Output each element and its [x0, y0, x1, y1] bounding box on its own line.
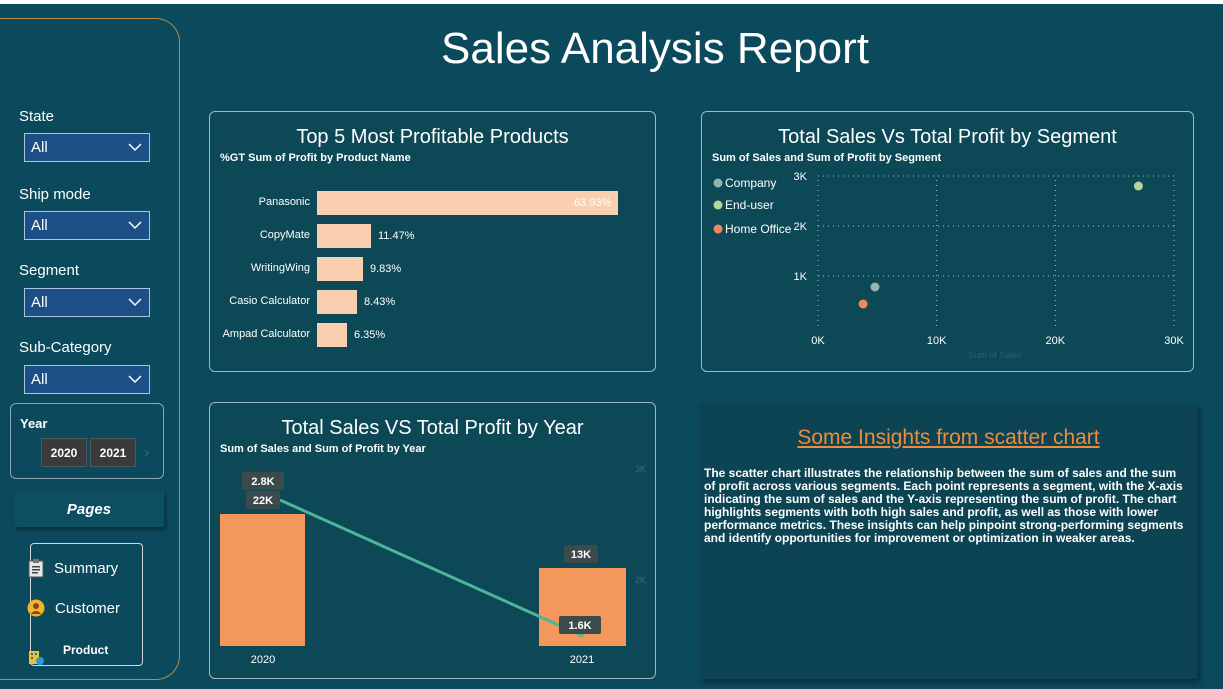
- legend-home-office: Home Office: [725, 222, 792, 236]
- scatter-x-axis-title: Sum of Sales: [968, 350, 1022, 360]
- legend-home-office-marker: [713, 224, 723, 234]
- profit-label-2021-bg: [559, 616, 601, 634]
- year-2020-button[interactable]: 2020: [41, 438, 87, 467]
- bar-category-label: CopyMate: [259, 229, 310, 241]
- segment-select-value: All: [31, 294, 48, 311]
- legend-end-user-marker: [713, 200, 723, 210]
- ship-mode-filter-label: Ship mode: [19, 186, 91, 203]
- scatter-x-tick: 30K: [1164, 335, 1184, 347]
- chevron-down-icon: [128, 375, 142, 384]
- profit-label-2020-bg: [242, 472, 284, 490]
- state-filter-label: State: [19, 108, 55, 125]
- ship-mode-select[interactable]: All: [24, 211, 150, 240]
- year-chart-title: Total Sales VS Total Profit by Year: [281, 417, 584, 439]
- nav-summary[interactable]: Summary: [27, 558, 118, 578]
- sub-category-select-value: All: [31, 371, 48, 388]
- chevron-down-icon: [128, 221, 142, 230]
- sales-bar-2020[interactable]: [220, 514, 305, 646]
- scatter-point-company[interactable]: [870, 282, 880, 292]
- scatter-subtitle: Sum of Sales and Sum of Profit by Segmen…: [712, 152, 942, 164]
- scatter-y-tick: 3K: [794, 171, 808, 183]
- year-x-tick: 2020: [251, 654, 275, 666]
- nav-customer-label: Customer: [55, 599, 121, 617]
- scatter-legend: Company End-user Home Office: [713, 176, 792, 236]
- year-chart-subtitle: Sum of Sales and Sum of Profit by Year: [220, 443, 426, 455]
- bar-ampad-calculator[interactable]: [317, 323, 347, 347]
- sub-category-select[interactable]: All: [24, 365, 150, 394]
- segment-scatter-card: Total Sales Vs Total Profit by Segment S…: [701, 111, 1194, 372]
- year-combo-chart: 3K 2K 2020 2021 2.8K 22K 13K 1.6K: [220, 464, 646, 666]
- bar-category-label: Panasonic: [258, 196, 310, 208]
- sub-category-filter-label: Sub-Category: [19, 339, 112, 356]
- sales-label-2020-bg: [246, 491, 280, 509]
- year-2021-button[interactable]: 2021: [90, 438, 136, 467]
- bar-value-label: 6.35%: [354, 329, 386, 341]
- year-right-tick: 2K: [635, 575, 646, 585]
- bar-value-label: 63.93%: [574, 197, 612, 209]
- nav-product-label: Product: [63, 643, 109, 657]
- scatter-y-tick: 1K: [794, 271, 808, 283]
- nav-summary-label: Summary: [54, 559, 119, 577]
- profit-line[interactable]: [279, 498, 584, 638]
- legend-company-marker: [713, 178, 723, 188]
- top-products-title: Top 5 Most Profitable Products: [296, 126, 569, 148]
- segment-filter-label: Segment: [19, 262, 80, 279]
- pages-header: Pages: [14, 491, 164, 527]
- legend-company: Company: [725, 176, 776, 190]
- chevron-right-icon[interactable]: ›: [144, 444, 150, 461]
- page-title: Sales Analysis Report: [441, 24, 869, 73]
- sales-label-2021-bg: [564, 545, 598, 563]
- bar-category-label: Ampad Calculator: [222, 328, 310, 340]
- insights-panel: Some Insights from scatter chart The sca…: [700, 403, 1197, 679]
- page-navigation: Summary Customer Product: [27, 543, 143, 666]
- insights-title[interactable]: Some Insights from scatter chart: [797, 426, 1100, 449]
- legend-end-user: End-user: [725, 198, 774, 212]
- profit-label-2021: 1.6K: [568, 620, 591, 632]
- top-strip: [0, 0, 1223, 4]
- scatter-x-tick: 10K: [927, 335, 947, 347]
- ship-mode-select-value: All: [31, 217, 48, 234]
- sales-label-2020: 22K: [253, 495, 273, 507]
- scatter-x-tick: 20K: [1046, 335, 1066, 347]
- bar-value-label: 11.47%: [378, 230, 415, 242]
- insights-text: The scatter chart illustrates the relati…: [704, 466, 1184, 545]
- segment-select[interactable]: All: [24, 288, 150, 317]
- year-chart-card: Total Sales VS Total Profit by Year Sum …: [209, 402, 656, 679]
- nav-product[interactable]: Product: [27, 634, 108, 666]
- scatter-title: Total Sales Vs Total Profit by Segment: [778, 126, 1117, 148]
- bar-writingwing[interactable]: [317, 257, 363, 281]
- filter-sidebar: State All Ship mode All Segment All Sub-…: [0, 18, 180, 680]
- scatter-x-tick: 0K: [811, 335, 825, 347]
- year-slicer-label: Year: [20, 416, 48, 431]
- chevron-down-icon: [128, 298, 142, 307]
- scatter-point-home-office[interactable]: [858, 299, 868, 309]
- clipboard-icon: [28, 559, 44, 578]
- bar-category-label: Casio Calculator: [229, 295, 310, 307]
- state-select[interactable]: All: [24, 133, 150, 162]
- scatter-chart: 0K 10K 20K 30K 1K 2K 3K Company End-user Home …: [713, 171, 1184, 360]
- year-slicer: Year 2020 2021 ›: [10, 403, 164, 479]
- scatter-y-tick: 2K: [794, 221, 808, 233]
- user-icon: [27, 599, 45, 617]
- bar-value-label: 8.43%: [364, 296, 396, 308]
- building-icon: [29, 651, 44, 665]
- bar-value-label: 9.83%: [370, 263, 402, 275]
- year-x-tick: 2021: [570, 654, 594, 666]
- bar-casio-calculator[interactable]: [317, 290, 357, 314]
- profit-label-2020: 2.8K: [251, 476, 274, 488]
- year-right-tick: 3K: [635, 464, 646, 474]
- sales-label-2021: 13K: [571, 549, 591, 561]
- bar-copymate[interactable]: [317, 224, 371, 248]
- top-products-subtitle: %GT Sum of Profit by Product Name: [220, 152, 411, 164]
- chevron-down-icon: [128, 143, 142, 152]
- top-products-card: Top 5 Most Profitable Products %GT Sum o…: [209, 111, 656, 372]
- bar-category-label: WritingWing: [250, 262, 310, 274]
- nav-customer[interactable]: Customer: [27, 599, 120, 617]
- state-select-value: All: [31, 139, 48, 156]
- bar-panasonic[interactable]: [317, 191, 618, 215]
- scatter-point-end-user[interactable]: [1133, 181, 1143, 191]
